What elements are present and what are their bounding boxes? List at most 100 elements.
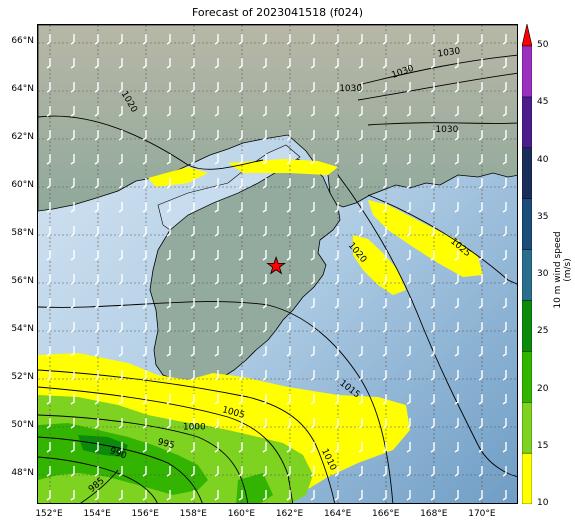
wind-barb [190, 346, 195, 357]
wind-barb [118, 82, 123, 93]
wind-barb [70, 370, 75, 381]
wind-barb [94, 442, 99, 453]
wind-barb [406, 202, 411, 213]
wind-barb [502, 466, 507, 477]
wind-barb [46, 226, 51, 237]
wind-barb [238, 178, 243, 189]
wind-barb [358, 418, 363, 429]
colorbar-label: 10 m wind speed (m/s) [553, 231, 573, 309]
wind-barb [262, 202, 267, 213]
wind-barb [46, 490, 51, 501]
wind-barb [46, 298, 51, 309]
colorbar-tick-label: 35 [537, 211, 549, 222]
wind-barb [502, 346, 507, 357]
wind-barb [190, 274, 195, 285]
colorbar-band [522, 198, 532, 250]
wind-barb [166, 202, 171, 213]
wind-barb [142, 34, 147, 45]
wind-barb [238, 130, 243, 141]
wind-barb [190, 442, 195, 453]
wind-barb [70, 178, 75, 189]
wind-barb [262, 346, 267, 357]
colorbar-band [522, 402, 532, 454]
wind-barb [454, 106, 459, 117]
wind-barb [478, 370, 483, 381]
colorbar-band [522, 452, 532, 504]
wind-barb [238, 58, 243, 69]
wind-barb [502, 418, 507, 429]
wind-barb [166, 82, 171, 93]
map-panel[interactable]: 1030 1030 1030 1030 1020 1020 1025 1015 1010 1005… [37, 24, 518, 504]
wind-barb [358, 274, 363, 285]
wind-barb [262, 370, 267, 381]
colorbar-extend-triangle [522, 24, 532, 47]
wind-barb [46, 58, 51, 69]
wind-barb [382, 226, 387, 237]
wind-barb [334, 34, 339, 45]
wind-barb [190, 394, 195, 405]
wind-barb [358, 298, 363, 309]
wind-barb [238, 226, 243, 237]
wind-barb [358, 394, 363, 405]
wind-barb [118, 130, 123, 141]
wind-barb [406, 298, 411, 309]
wind-barb [430, 418, 435, 429]
wind-barb [286, 106, 291, 117]
wind-barb [334, 442, 339, 453]
colorbar-band [522, 45, 532, 98]
wind-barb [118, 154, 123, 165]
wind-barb [46, 346, 51, 357]
colorbar-band [522, 351, 532, 403]
wind-barb [382, 106, 387, 117]
colorbar-tick-label: 40 [537, 154, 549, 165]
wind-barb [502, 58, 507, 69]
wind-barb [454, 274, 459, 285]
wind-barb [502, 154, 507, 165]
wind-barb [502, 298, 507, 309]
wind-barb [502, 226, 507, 237]
wind-barb [262, 442, 267, 453]
wind-barb [358, 370, 363, 381]
colorbar-band [522, 249, 532, 301]
wind-barb [358, 130, 363, 141]
latitude-label: 48°N [11, 468, 34, 478]
wind-barb [118, 34, 123, 45]
longitude-label: 154°E [83, 509, 111, 519]
wind-barb [142, 394, 147, 405]
wind-barb [382, 394, 387, 405]
wind-barb [214, 298, 219, 309]
wind-barb [262, 466, 267, 477]
wind-barb [238, 202, 243, 213]
wind-barb [454, 58, 459, 69]
wind-barb [502, 130, 507, 141]
wind-barb [142, 418, 147, 429]
isobar-label: 1000 [183, 422, 206, 432]
wind-barb [94, 34, 99, 45]
longitude-label: 166°E [372, 509, 400, 519]
wind-barb [286, 442, 291, 453]
wind-barb [478, 418, 483, 429]
wind-barb [286, 274, 291, 285]
wind-barb [142, 442, 147, 453]
wind-barb [358, 34, 363, 45]
wind-barb [430, 226, 435, 237]
wind-barb [262, 274, 267, 285]
longitude-label: 152°E [35, 509, 63, 519]
latitude-label: 64°N [11, 84, 34, 94]
wind-barb [166, 298, 171, 309]
wind-barb [430, 82, 435, 93]
wind-barb [166, 226, 171, 237]
wind-barb [70, 226, 75, 237]
wind-barb [286, 226, 291, 237]
wind-barb [310, 154, 315, 165]
wind-barb [166, 346, 171, 357]
wind-barb [70, 202, 75, 213]
wind-barb [286, 178, 291, 189]
wind-barb [454, 226, 459, 237]
wind-barb [334, 178, 339, 189]
wind-barb [430, 34, 435, 45]
latitude-label: 66°N [11, 36, 34, 46]
wind-barb [262, 82, 267, 93]
wind-barb [310, 346, 315, 357]
wind-barb [262, 418, 267, 429]
